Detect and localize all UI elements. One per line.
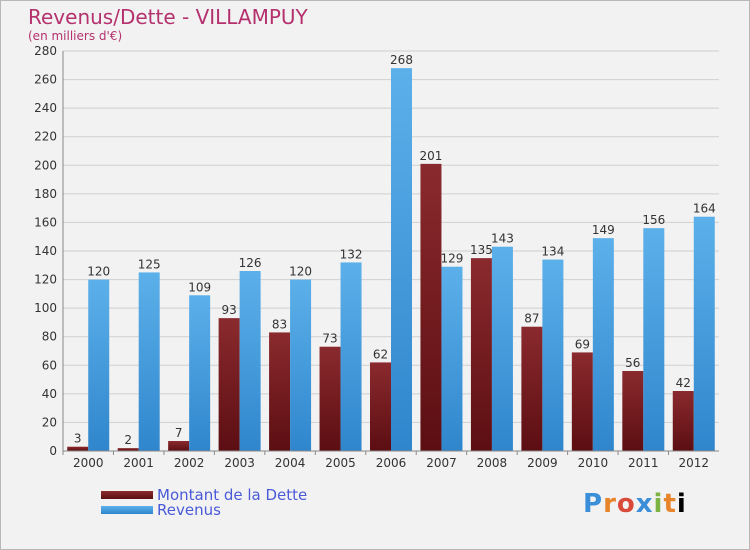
legend-swatch-debt [101,491,153,499]
debt-bar [420,163,442,451]
revenue-bar [88,279,110,451]
debt-data-label: 2 [124,433,132,447]
y-tick-label: 100 [34,301,57,315]
y-tick-label: 260 [34,73,57,87]
revenue-bar [290,279,312,451]
revenue-bar [693,216,715,451]
revenue-bar [138,272,160,451]
x-tick-label: 2002 [174,456,205,470]
y-tick-label: 180 [34,187,57,201]
revenue-data-label: 120 [289,265,312,279]
x-tick-label: 2004 [275,456,306,470]
y-tick-label: 220 [34,130,57,144]
debt-data-label: 69 [575,337,590,351]
debt-data-label: 201 [420,149,443,163]
debt-bar [218,318,240,451]
revenue-data-label: 143 [491,232,514,246]
revenue-bar [592,238,614,451]
x-tick-label: 2011 [628,456,659,470]
revenue-data-label: 132 [340,247,363,261]
logo-letter: i [653,489,664,519]
legend-label-revenue: Revenus [157,501,221,519]
legend-item-debt: Montant de la Dette [101,486,307,504]
revenue-bar [542,259,564,451]
revenue-data-label: 156 [642,213,665,227]
revenue-data-label: 268 [390,53,413,67]
debt-bar [370,362,391,451]
debt-bar [117,448,139,451]
chart-title: Revenus/Dette - VILLAMPUY [28,5,308,29]
x-tick-label: 2003 [224,456,255,470]
x-tick-label: 2000 [73,456,104,470]
logo-letter: P [583,489,604,519]
debt-data-label: 73 [322,332,337,346]
y-tick-label: 240 [34,101,57,115]
debt-data-label: 56 [625,356,640,370]
chart-subtitle: (en milliers d'€) [28,29,123,43]
debt-bar [319,346,341,451]
revenue-bar [441,266,463,451]
revenue-bar [491,246,513,451]
legend-item-revenue: Revenus [101,501,221,519]
debt-data-label: 87 [524,312,539,326]
logo-letter: x [635,489,654,519]
logo-letter: o [616,489,636,519]
revenue-bar [340,262,362,451]
y-tick-label: 160 [34,215,57,229]
y-tick-label: 60 [42,358,57,372]
x-tick-label: 2012 [678,456,709,470]
revenue-data-label: 129 [441,252,464,266]
debt-bar [622,371,644,451]
logo-letter: r [603,489,617,519]
revenue-bar [643,228,665,451]
y-tick-label: 0 [49,444,57,458]
x-tick-label: 2009 [527,456,558,470]
revenue-data-label: 126 [239,256,262,270]
debt-bar [470,258,492,451]
revenue-data-label: 120 [87,265,110,279]
debt-bar [571,352,593,451]
debt-data-label: 83 [272,317,287,331]
y-tick-label: 40 [42,387,57,401]
y-tick-label: 20 [42,415,57,429]
debt-data-label: 42 [676,376,691,390]
debt-data-label: 93 [221,303,236,317]
legend-label-debt: Montant de la Dette [157,486,308,504]
debt-data-label: 135 [470,243,493,257]
y-tick-label: 140 [34,244,57,258]
logo-letter: t [663,489,677,519]
x-tick-label: 2001 [123,456,154,470]
revenue-bar [189,295,211,451]
debt-bar [168,441,190,451]
debt-data-label: 62 [373,347,388,361]
legend-swatch-revenue [101,506,153,514]
logo-letter: i [676,489,687,519]
debt-bar [67,446,89,451]
revenue-data-label: 149 [592,223,615,237]
x-tick-label: 2006 [376,456,407,470]
debt-bar [269,332,291,451]
debt-bar [521,326,543,451]
x-tick-label: 2010 [578,456,609,470]
debt-data-label: 7 [175,426,183,440]
debt-bar [672,391,694,451]
y-tick-label: 80 [42,330,57,344]
revenue-data-label: 164 [693,202,716,216]
x-tick-label: 2008 [477,456,508,470]
debt-data-label: 3 [74,432,82,446]
y-tick-label: 200 [34,158,57,172]
revenue-data-label: 134 [541,245,564,259]
revenue-bar [391,68,412,452]
x-tick-label: 2007 [426,456,457,470]
revenue-data-label: 125 [138,257,161,271]
y-tick-label: 120 [34,273,57,287]
x-tick-label: 2005 [325,456,356,470]
y-tick-label: 280 [34,44,57,58]
revenue-bar [239,271,261,451]
proxiti-logo: Proxiti [583,489,687,519]
revenue-data-label: 109 [188,280,211,294]
